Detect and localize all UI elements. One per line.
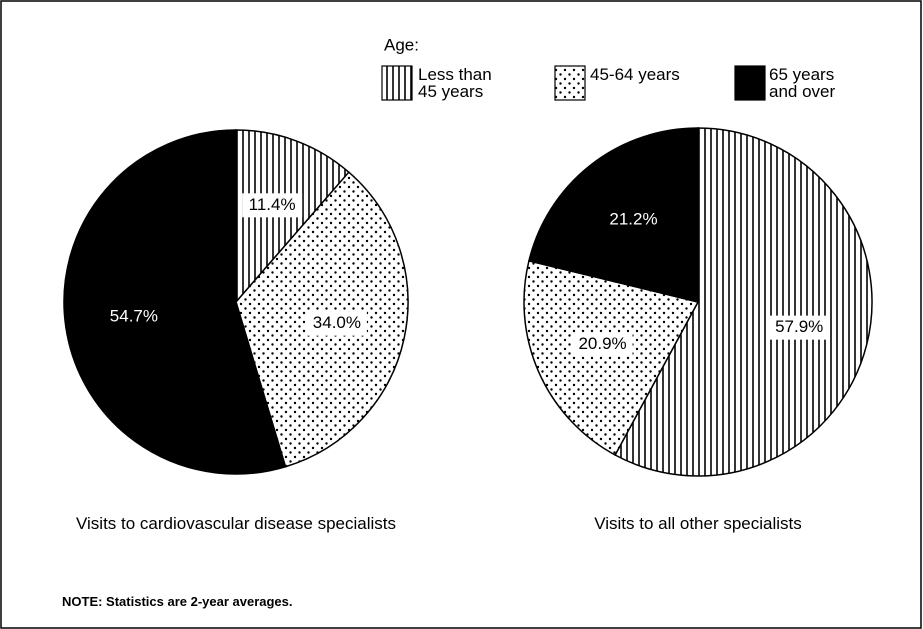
pie-title: Visits to all other specialists	[594, 514, 802, 533]
data-label: 57.9%	[775, 317, 823, 336]
data-label: 21.2%	[609, 209, 657, 228]
legend-label: Less than 45 years	[418, 65, 492, 101]
data-label: 34.0%	[313, 313, 361, 332]
pie-slice	[523, 259, 700, 457]
legend-swatch	[381, 65, 413, 101]
data-label: 11.4%	[249, 195, 296, 214]
legend-swatch	[554, 65, 586, 101]
label-background	[769, 315, 830, 340]
data-label: 20.9%	[578, 334, 626, 353]
legend-swatch	[734, 65, 766, 101]
label-background	[572, 332, 633, 357]
pie-slice	[614, 127, 873, 477]
label-background	[242, 193, 303, 218]
pie-title: Visits to cardiovascular disease special…	[76, 514, 396, 533]
pie-slice	[528, 127, 699, 303]
label-background	[306, 311, 367, 336]
legend-label: 65 years and over	[769, 65, 836, 101]
legend-title: Age:	[384, 35, 419, 54]
legend-label: 45-64 years	[590, 65, 680, 84]
data-label: 54.7%	[110, 306, 158, 325]
note: NOTE: Statistics are 2-year averages.	[62, 594, 293, 609]
pie-slice	[63, 129, 287, 475]
